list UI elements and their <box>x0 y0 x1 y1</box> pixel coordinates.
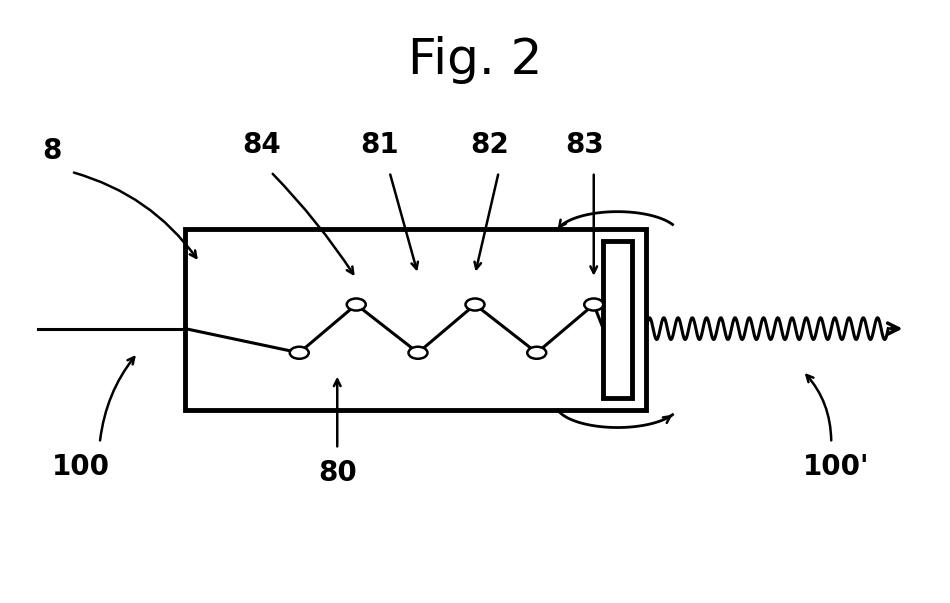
Circle shape <box>408 347 428 359</box>
Text: 84: 84 <box>242 131 280 159</box>
Circle shape <box>347 298 366 311</box>
Circle shape <box>466 298 484 311</box>
Text: 81: 81 <box>361 131 399 159</box>
Text: 83: 83 <box>565 131 603 159</box>
Text: 8: 8 <box>43 137 62 165</box>
Text: 80: 80 <box>318 459 356 487</box>
Bar <box>603 241 632 398</box>
Circle shape <box>584 298 603 311</box>
Text: 82: 82 <box>470 131 508 159</box>
Bar <box>185 229 646 410</box>
Text: 100': 100' <box>803 453 869 481</box>
Text: 100: 100 <box>51 453 110 481</box>
Text: Fig. 2: Fig. 2 <box>408 36 542 84</box>
Circle shape <box>290 347 309 359</box>
Circle shape <box>527 347 546 359</box>
